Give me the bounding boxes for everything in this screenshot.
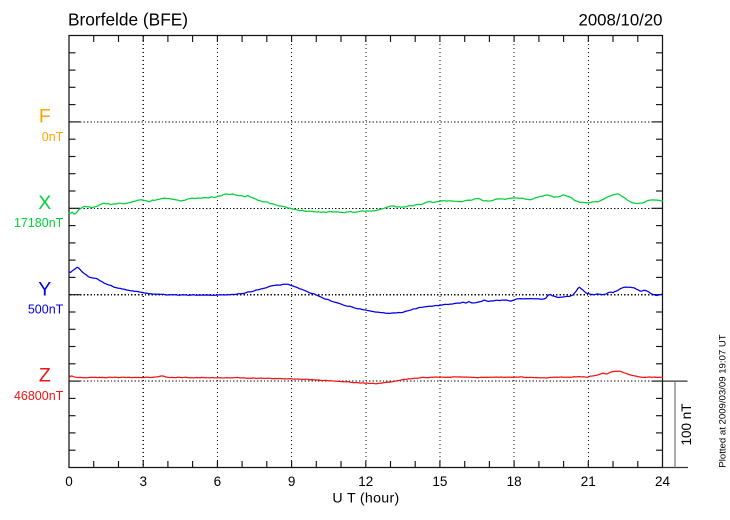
svg-text:Brorfelde (BFE): Brorfelde (BFE)	[68, 9, 188, 29]
svg-text:Plotted at 2009/03/09 19:07 UT: Plotted at 2009/03/09 19:07 UT	[718, 334, 729, 467]
svg-text:500nT: 500nT	[28, 303, 64, 317]
svg-text:100 nT: 100 nT	[679, 403, 694, 445]
svg-text:3: 3	[139, 474, 147, 489]
svg-text:24: 24	[655, 474, 671, 489]
svg-text:F: F	[39, 106, 51, 128]
svg-text:18: 18	[507, 474, 522, 489]
svg-text:15: 15	[432, 474, 447, 489]
svg-text:2008/10/20: 2008/10/20	[579, 11, 663, 30]
svg-text:46800nT: 46800nT	[14, 389, 64, 403]
svg-text:Z: Z	[39, 365, 51, 387]
svg-text:0nT: 0nT	[42, 130, 64, 144]
svg-text:17180nT: 17180nT	[14, 216, 64, 230]
svg-text:U T (hour): U T (hour)	[332, 490, 399, 506]
svg-text:12: 12	[358, 474, 373, 489]
svg-text:Y: Y	[38, 278, 51, 300]
svg-text:9: 9	[288, 474, 296, 489]
svg-text:21: 21	[581, 474, 596, 489]
svg-text:0: 0	[65, 474, 73, 489]
svg-text:X: X	[38, 192, 51, 214]
svg-text:6: 6	[214, 474, 222, 489]
